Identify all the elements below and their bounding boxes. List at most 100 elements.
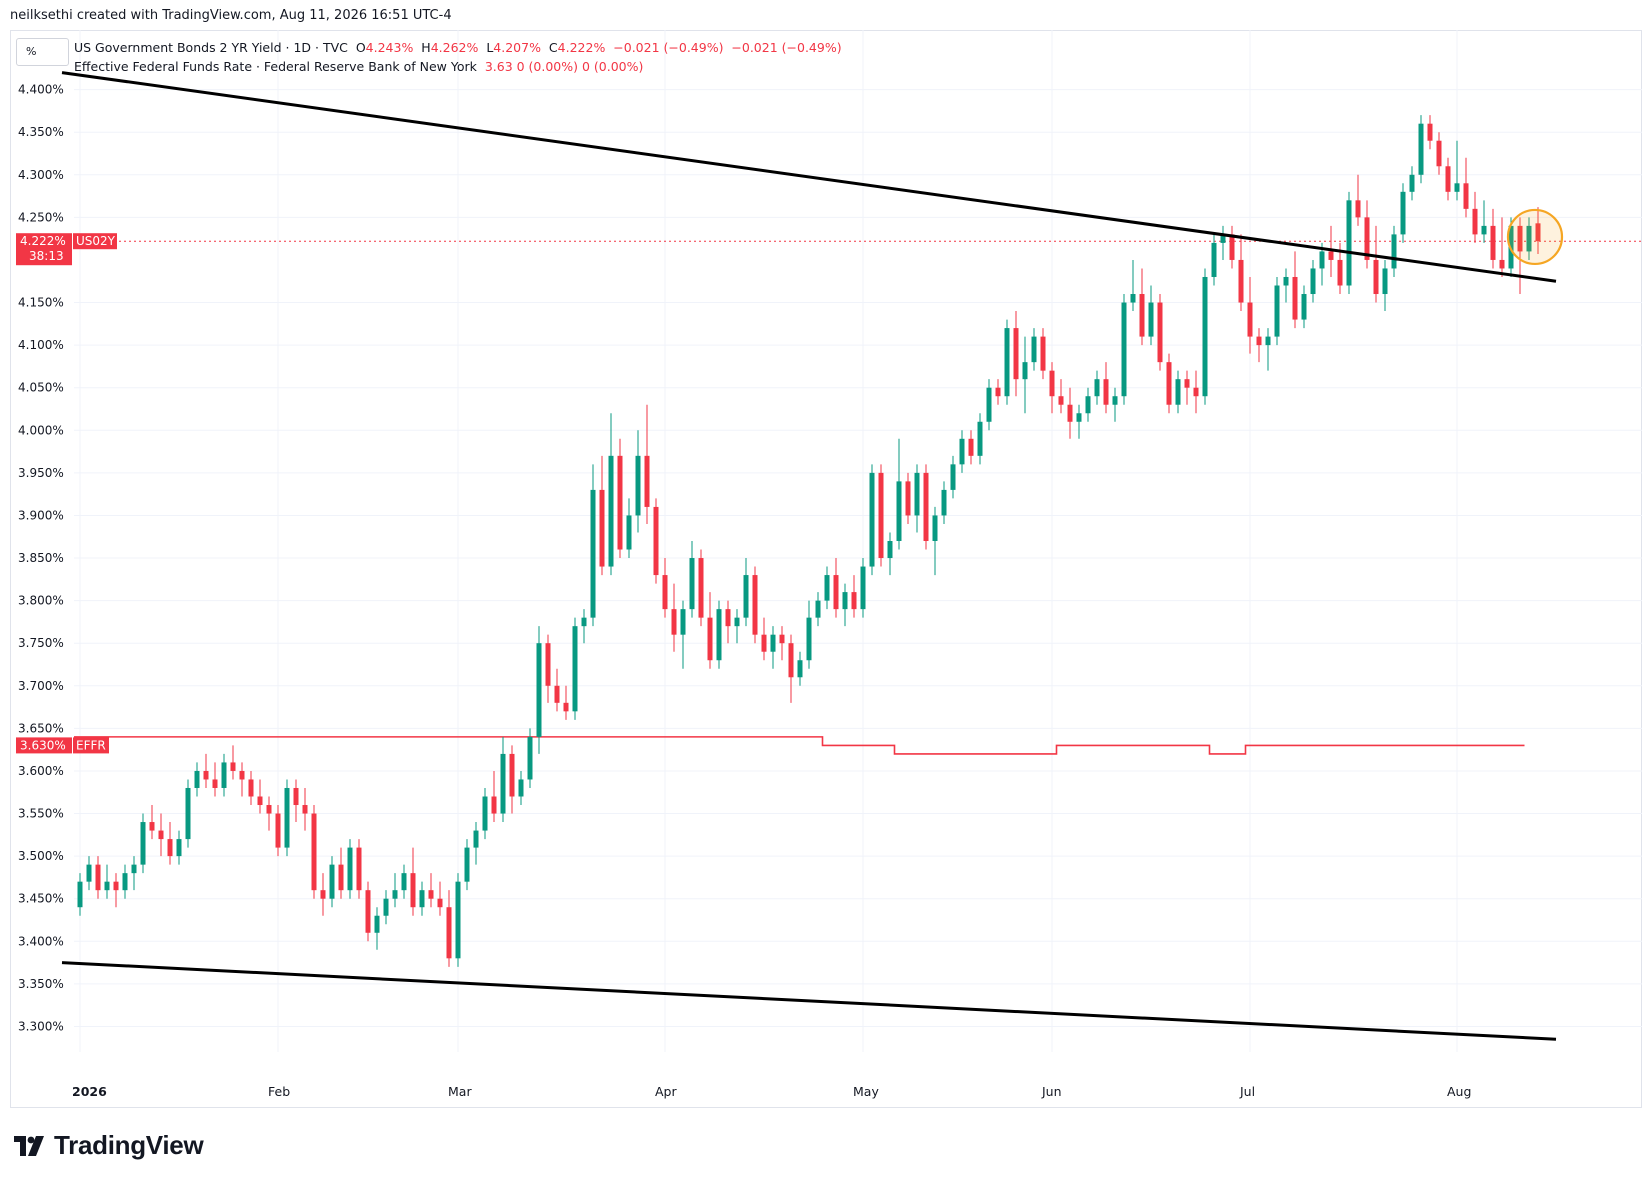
candle	[122, 864, 128, 899]
candle-body	[1409, 174, 1415, 192]
candle	[734, 609, 740, 644]
series-name-us02y: US Government Bonds 2 YR Yield · 1D · TV…	[74, 40, 348, 55]
legend-row-us02y[interactable]: US Government Bonds 2 YR Yield · 1D · TV…	[74, 38, 842, 57]
candle	[1121, 294, 1127, 405]
candle-body	[977, 421, 983, 456]
candle	[716, 600, 722, 669]
candle-body	[1319, 251, 1325, 269]
candle	[284, 779, 290, 857]
candle-body	[932, 515, 938, 541]
candle-body	[608, 455, 614, 567]
change-value: −0.021 (−0.49%)	[613, 40, 724, 55]
candle-body	[1040, 336, 1046, 371]
candle	[941, 481, 947, 524]
symbol-badge	[73, 233, 117, 250]
candle-body	[248, 779, 254, 797]
last-price-value: 4.222%	[20, 234, 66, 248]
candle-body	[293, 787, 299, 806]
candle	[1175, 370, 1181, 414]
candle-body	[1049, 370, 1055, 397]
candle	[419, 881, 425, 916]
candle-body	[716, 609, 722, 661]
candle	[905, 472, 911, 524]
candle-body	[1364, 217, 1370, 260]
candle-body	[1301, 294, 1307, 320]
candle	[410, 847, 416, 916]
candle	[464, 839, 470, 891]
candle	[1022, 336, 1028, 414]
candle-body	[617, 455, 623, 550]
candle	[1238, 234, 1244, 312]
candle	[392, 873, 398, 908]
candle	[653, 498, 659, 584]
candle	[788, 634, 794, 703]
candle	[1274, 276, 1280, 346]
chart-frame[interactable]: 4.400% 4.350% 4.300% 4.250% 4.150% 4.100% 4.05…	[10, 30, 1642, 1108]
candle-body	[482, 796, 488, 831]
x-tick-label: May	[853, 1084, 879, 1099]
y-tick-label: 4.300%	[18, 168, 64, 182]
candle-body	[167, 839, 173, 857]
candle-body	[1355, 200, 1361, 218]
x-tick-label: Apr	[655, 1084, 677, 1099]
symbol-label: US02Y	[76, 234, 116, 248]
scale-unit-button[interactable]: %	[16, 38, 69, 66]
candle-body	[1013, 328, 1019, 380]
candle-body	[491, 796, 497, 814]
candle	[1166, 353, 1172, 414]
candle-body	[833, 575, 839, 610]
candle-body	[1283, 276, 1289, 286]
y-tick-label: 4.100%	[18, 338, 64, 352]
candle-body	[1220, 234, 1226, 243]
candle	[581, 609, 587, 644]
candle-body	[797, 660, 803, 678]
candle-body	[959, 438, 965, 465]
candle-body	[1238, 259, 1244, 303]
candle-body	[1067, 404, 1073, 422]
candle-body	[680, 609, 686, 635]
y-tick-label: 3.650%	[18, 721, 64, 735]
candle	[932, 506, 938, 576]
x-tick-label: Mar	[448, 1084, 472, 1099]
candle-body	[1274, 285, 1280, 337]
candle	[644, 404, 650, 524]
legend-row-effr[interactable]: Effective Federal Funds Rate · Federal R…	[74, 57, 842, 76]
candle-body	[374, 915, 380, 933]
candle	[95, 856, 101, 899]
candle	[1346, 191, 1352, 295]
candle	[545, 634, 551, 703]
candle	[113, 873, 119, 908]
candle	[1526, 217, 1532, 260]
candle	[968, 430, 974, 465]
candlestick-chart[interactable]: 4.400% 4.350% 4.300% 4.250% 4.150% 4.100% 4.05…	[10, 30, 1642, 1108]
candle	[1103, 362, 1109, 414]
effr-badge	[16, 737, 72, 754]
candle	[401, 864, 407, 899]
x-tick-label: Feb	[268, 1084, 290, 1099]
candle	[257, 779, 263, 814]
effr-symbol-badge	[73, 737, 109, 754]
candle-body	[464, 847, 470, 882]
candle-body	[581, 617, 587, 627]
candle-body	[599, 489, 605, 567]
candle-body	[635, 455, 641, 516]
candle	[1292, 251, 1298, 329]
series-name-effr: Effective Federal Funds Rate · Federal R…	[74, 59, 477, 74]
candle	[923, 464, 929, 550]
candle-body	[1481, 225, 1487, 235]
tradingview-brand[interactable]: TradingView	[14, 1130, 204, 1161]
candle	[995, 379, 1001, 405]
candle-body	[734, 617, 740, 627]
candle-body	[914, 472, 920, 516]
candle-body	[311, 813, 317, 891]
candle-body	[86, 864, 92, 882]
candle	[806, 600, 812, 669]
candle	[266, 796, 272, 831]
candle	[572, 617, 578, 720]
candle	[239, 762, 245, 797]
candle	[1184, 370, 1190, 405]
candle-body	[239, 770, 245, 780]
y-tick-label: 4.250%	[18, 210, 64, 224]
candle-body	[662, 575, 668, 610]
brand-name: TradingView	[54, 1130, 204, 1160]
